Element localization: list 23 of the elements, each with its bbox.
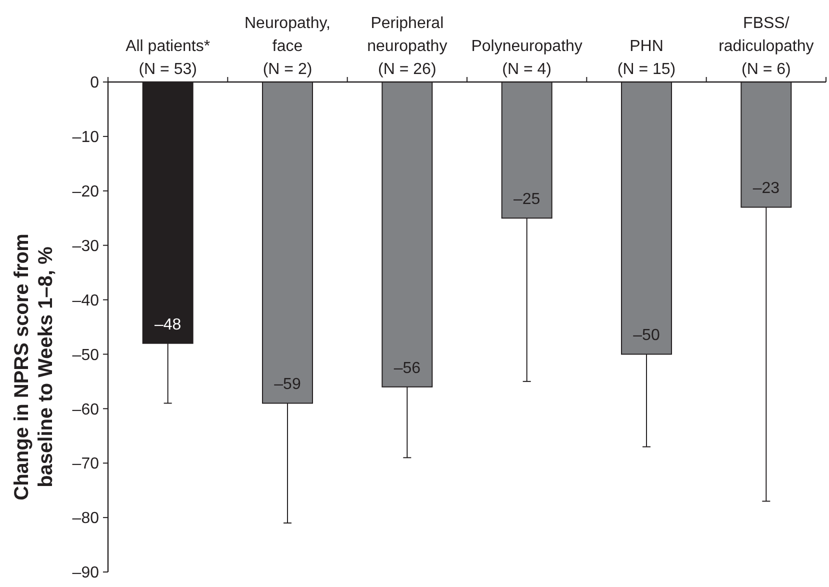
x-tick-label: Peripheral neuropathy (N = 26) — [367, 15, 448, 78]
x-tick-label: Neuropathy, face (N = 2) — [244, 15, 330, 78]
y-tick-label: –80 — [72, 510, 100, 528]
y-tick-label: –20 — [72, 183, 100, 200]
y-tick-label: –40 — [72, 292, 100, 310]
y-tick-label: 0 — [90, 74, 100, 92]
x-tick-label: Polyneuropathy (N = 4) — [471, 38, 582, 78]
y-tick-label: –50 — [72, 346, 100, 364]
data-label: –50 — [633, 327, 660, 344]
data-label: –25 — [513, 191, 540, 208]
y-tick-label: –70 — [72, 456, 100, 473]
x-tick-label: All patients* (N = 53) — [126, 38, 210, 78]
x-tick-label: FBSS/ radiculopathy (N = 6) — [718, 15, 814, 78]
y-tick-label: –10 — [72, 129, 100, 146]
y-tick-label: –60 — [72, 401, 100, 418]
data-label: –48 — [154, 316, 182, 334]
y-axis-title: Change in NPRS score from baseline to Weeks 1–8, % — [11, 234, 57, 500]
data-label: –23 — [752, 180, 780, 198]
data-label: –56 — [394, 360, 421, 377]
data-label: –59 — [274, 376, 301, 394]
x-tick-label: PHN (N = 15) — [617, 38, 676, 78]
y-tick-label: –30 — [72, 238, 100, 255]
y-tick-label: –90 — [72, 564, 100, 582]
